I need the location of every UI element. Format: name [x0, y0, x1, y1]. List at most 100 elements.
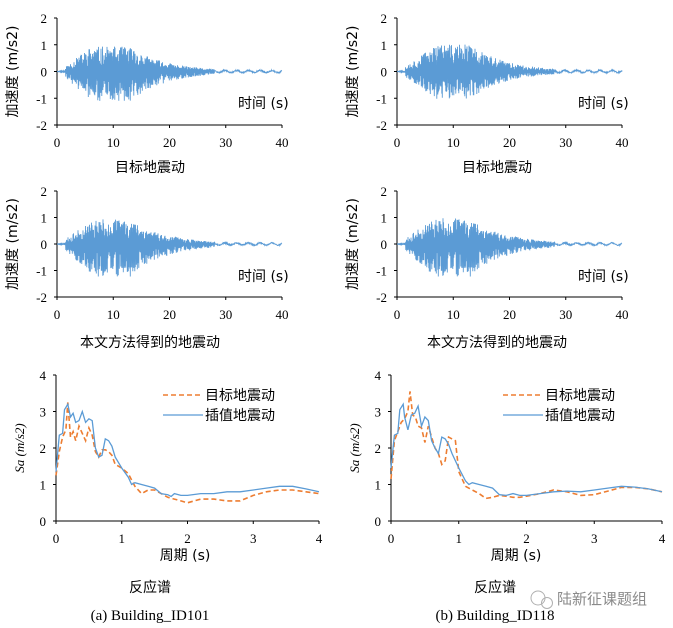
y-tick-label: 1 [381, 211, 388, 226]
x-axis-label: 时间 (s) [578, 96, 629, 112]
x-tick-label: 10 [447, 135, 460, 150]
y-axis-label: 加速度 (m/s2) [345, 26, 361, 118]
chart-title: 本文方法得到的地震动 [427, 334, 567, 351]
panel-b-caption: (b) Building_ID118 [435, 608, 554, 624]
y-tick-label: 2 [381, 11, 388, 26]
legend-label: 插值地震动 [545, 408, 615, 424]
x-tick-label: 2 [184, 531, 191, 546]
target-spectrum-line [55, 402, 320, 504]
x-tick-label: 1 [119, 531, 126, 546]
x-tick-label: 30 [559, 307, 572, 322]
interpolated-spectrum-line [55, 402, 320, 498]
x-tick-label: 30 [219, 135, 232, 150]
y-axis-label: 加速度 (m/s2) [5, 26, 21, 118]
panel-a-spectrum-caption: 反应谱 [129, 579, 171, 596]
y-tick-label: 0 [41, 65, 48, 80]
x-axis-label: 时间 (s) [238, 96, 289, 112]
x-tick-label: 1 [456, 531, 463, 546]
x-tick-label: 40 [276, 135, 289, 150]
x-tick-label: 40 [616, 135, 629, 150]
acceleration-series-line [397, 44, 623, 99]
x-tick-label: 40 [616, 307, 629, 322]
y-tick-label: -2 [36, 118, 47, 133]
x-tick-label: 2 [523, 531, 530, 546]
x-tick-label: 10 [107, 307, 120, 322]
y-tick-label: 2 [41, 184, 48, 199]
y-tick-label: 1 [41, 38, 48, 53]
x-tick-label: 4 [659, 531, 666, 546]
y-tick-label: 0 [381, 65, 388, 80]
watermark: 陆新征课题组 [557, 590, 647, 608]
x-tick-label: 0 [54, 307, 61, 322]
panel-a-caption: (a) Building_ID101 [91, 608, 210, 624]
x-tick-label: 4 [316, 531, 323, 546]
x-tick-label: 20 [163, 135, 176, 150]
y-tick-label: 0 [381, 237, 388, 252]
acceleration-series-line [57, 46, 283, 101]
x-tick-label: 20 [163, 307, 176, 322]
y-axis-label: 加速度 (m/s2) [5, 198, 21, 290]
legend-label: 目标地震动 [205, 388, 275, 404]
x-axis-label: 周期 (s) [491, 548, 542, 564]
legend-label: 插值地震动 [205, 408, 275, 424]
y-tick-label: 2 [375, 441, 382, 456]
y-tick-label: 2 [41, 11, 48, 26]
y-tick-label: 4 [375, 368, 382, 383]
panel-b-spectrum-caption: 反应谱 [474, 579, 516, 596]
x-tick-label: 10 [447, 307, 460, 322]
x-tick-label: 40 [276, 307, 289, 322]
y-axis-label: Sa (m/s2) [347, 423, 362, 472]
y-tick-label: -2 [36, 290, 47, 305]
y-tick-label: 0 [41, 237, 48, 252]
chart-title: 目标地震动 [115, 160, 185, 176]
x-axis-label: 时间 (s) [238, 269, 289, 285]
x-tick-label: 30 [559, 135, 572, 150]
y-tick-label: 3 [375, 405, 382, 420]
y-tick-label: -1 [376, 91, 387, 106]
x-tick-label: 3 [250, 531, 257, 546]
y-tick-label: -1 [376, 264, 387, 279]
y-tick-label: 1 [41, 211, 48, 226]
y-tick-label: 2 [381, 184, 388, 199]
x-tick-label: 30 [219, 307, 232, 322]
y-tick-label: 3 [40, 405, 47, 420]
x-tick-label: 0 [394, 307, 401, 322]
x-tick-label: 0 [54, 135, 61, 150]
x-axis-label: 周期 (s) [160, 548, 211, 564]
x-tick-label: 3 [591, 531, 598, 546]
y-axis-label: 加速度 (m/s2) [345, 198, 361, 290]
y-tick-label: -2 [376, 118, 387, 133]
y-tick-label: 1 [381, 38, 388, 53]
x-tick-label: 0 [388, 531, 395, 546]
x-tick-label: 20 [503, 135, 516, 150]
interpolated-spectrum-line [390, 402, 663, 497]
legend-label: 目标地震动 [545, 388, 615, 404]
y-tick-label: 0 [375, 514, 382, 529]
y-tick-label: 4 [40, 368, 47, 383]
y-tick-label: -2 [376, 290, 387, 305]
acceleration-series-line [57, 219, 283, 277]
y-axis-label: Sa (m/s2) [12, 423, 27, 472]
x-tick-label: 0 [394, 135, 401, 150]
y-tick-label: 2 [40, 441, 47, 456]
x-tick-label: 10 [107, 135, 120, 150]
y-tick-label: -1 [36, 91, 47, 106]
x-tick-label: 0 [53, 531, 60, 546]
chart-title: 目标地震动 [462, 160, 532, 176]
target-spectrum-line [390, 391, 663, 500]
acceleration-series-line [397, 218, 623, 277]
y-tick-label: 0 [40, 514, 47, 529]
y-tick-label: -1 [36, 264, 47, 279]
y-tick-label: 1 [375, 478, 382, 493]
x-tick-label: 20 [503, 307, 516, 322]
x-axis-label: 时间 (s) [578, 269, 629, 285]
